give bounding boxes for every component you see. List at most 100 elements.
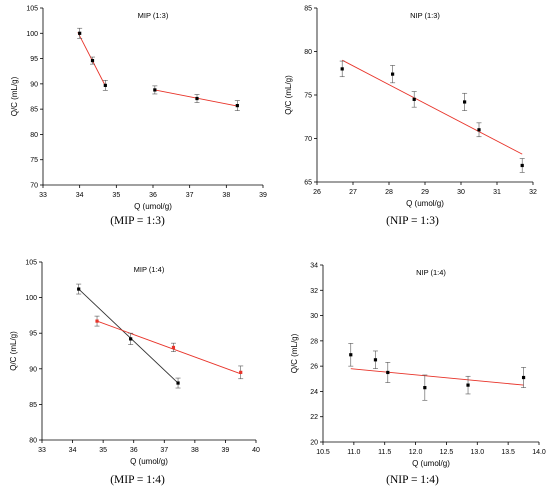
- x-tick-label: 13.5: [501, 449, 515, 456]
- data-point: [239, 370, 243, 374]
- fit-line: [96, 320, 241, 375]
- data-point: [477, 128, 481, 132]
- y-tick-label: 100: [26, 31, 38, 38]
- x-tick-label: 14.0: [532, 449, 546, 456]
- x-tick-label: 38: [191, 447, 199, 454]
- data-point: [466, 383, 470, 387]
- data-point: [463, 100, 467, 104]
- chart-svg-nip-1-4: 10.5 11.0 11.5 12.0 12.5 13.0 13.5 14.0 20 22 24 26…: [290, 263, 546, 469]
- x-axis-title: Q (umol/g): [406, 199, 444, 208]
- y-tick-label: 70: [30, 183, 38, 190]
- x-tick-label: 28: [385, 189, 393, 196]
- y-tick-label: 65: [304, 180, 312, 187]
- data-point: [90, 58, 95, 63]
- y-tick-label: 80: [29, 438, 37, 445]
- data-point: [195, 96, 199, 101]
- data-point: [373, 358, 378, 362]
- x-tick-label: 40: [252, 447, 260, 454]
- chart-caption: (NIP = 1:3): [386, 215, 439, 227]
- y-tick-label: 85: [304, 6, 312, 13]
- data-point: [129, 337, 133, 341]
- y-axis-title: Q/C (mL/g): [284, 75, 293, 115]
- y-axis-title: Q/C (mL/g): [9, 331, 18, 371]
- x-tick-label: 37: [160, 447, 168, 454]
- chart-caption: (NIP = 1:4): [386, 474, 439, 486]
- x-tick-label: 33: [39, 192, 47, 199]
- chart-caption: (MIP = 1:4): [110, 474, 165, 486]
- x-tick-label: 31: [493, 189, 501, 196]
- y-tick-label: 85: [30, 107, 38, 114]
- y-axis-title: Q/C (mL/g): [10, 76, 19, 116]
- data-point: [520, 163, 524, 168]
- x-tick-label: 34: [76, 192, 84, 199]
- x-tick-label: 36: [149, 192, 157, 199]
- data-point: [95, 319, 99, 323]
- x-tick-label: 35: [112, 192, 120, 199]
- data-point: [349, 353, 353, 357]
- chart-title: NIP (1:4): [416, 268, 446, 277]
- chart-panel-mip-1-4: 33 34 35 36 37 38 39 40 80 85 90 95 100 105 Q (umol/g)…: [0, 247, 275, 494]
- y-tick-label: 75: [304, 93, 312, 100]
- data-point: [340, 67, 344, 71]
- x-axis-title: Q (umol/g): [134, 202, 172, 211]
- x-tick-label: 11.0: [347, 449, 360, 456]
- data-point: [78, 31, 82, 35]
- y-tick-label: 34: [310, 263, 318, 270]
- chart-svg-nip-1-3: 26 27 28 29 30 31 32 65 70 75 80 85 Q (umol/g) Q/C (m…: [284, 6, 537, 209]
- chart-svg-mip-1-3: 33 34 35 36 37 38 39 70 75 80 85 90 95 100 105 Q (umol/…: [10, 6, 267, 212]
- y-tick-label: 22: [310, 414, 318, 421]
- x-tick-label: 35: [99, 447, 107, 454]
- chart-caption: (MIP = 1:3): [110, 215, 165, 227]
- y-tick-label: 105: [25, 260, 37, 267]
- y-tick-label: 20: [310, 440, 318, 447]
- data-point: [423, 386, 427, 390]
- data-point: [103, 83, 107, 87]
- x-tick-label: 37: [186, 192, 194, 199]
- y-tick-label: 90: [30, 81, 38, 88]
- x-tick-label: 12.5: [440, 449, 454, 456]
- y-tick-label: 30: [310, 313, 318, 320]
- data-point: [77, 287, 81, 291]
- fit-line: [78, 288, 179, 384]
- y-tick-label: 95: [29, 331, 37, 338]
- y-tick-label: 80: [304, 49, 312, 56]
- data-point: [391, 72, 395, 76]
- fit-line: [341, 59, 523, 155]
- y-tick-label: 75: [30, 157, 38, 164]
- chart-panel-nip-1-3: 26 27 28 29 30 31 32 65 70 75 80 85 Q (umol/g) Q/C (m…: [275, 0, 550, 247]
- y-tick-label: 32: [310, 288, 318, 295]
- y-axis-title: Q/C (mL/g): [290, 333, 299, 373]
- y-tick-label: 100: [25, 295, 37, 302]
- y-tick-label: 80: [30, 132, 38, 139]
- data-point: [386, 370, 390, 375]
- data-point: [235, 104, 239, 108]
- data-point: [412, 97, 416, 101]
- chart-svg-mip-1-4: 33 34 35 36 37 38 39 40 80 85 90 95 100 105 Q (umol/g)…: [9, 260, 260, 467]
- data-point: [153, 88, 157, 92]
- data-point: [176, 381, 180, 385]
- x-tick-label: 32: [529, 189, 537, 196]
- x-tick-label: 36: [130, 447, 138, 454]
- x-tick-label: 11.5: [378, 449, 391, 456]
- x-tick-label: 33: [38, 447, 46, 454]
- y-tick-label: 105: [26, 6, 38, 13]
- x-tick-label: 34: [69, 447, 77, 454]
- y-tick-label: 90: [29, 366, 37, 373]
- x-tick-label: 13.0: [470, 449, 484, 456]
- chart-title: MIP (1:3): [138, 11, 169, 20]
- y-tick-label: 26: [310, 364, 318, 371]
- chart-panel-mip-1-3: 33 34 35 36 37 38 39 70 75 80 85 90 95 100 105 Q (umol/…: [0, 0, 275, 247]
- x-tick-label: 39: [259, 192, 267, 199]
- fit-line: [350, 368, 524, 386]
- x-tick-label: 27: [349, 189, 357, 196]
- data-point: [171, 345, 176, 350]
- y-tick-label: 24: [310, 389, 318, 396]
- x-tick-label: 29: [421, 189, 429, 196]
- x-tick-label: 38: [222, 192, 230, 199]
- y-tick-label: 85: [29, 402, 37, 409]
- x-axis-title: Q (umol/g): [412, 459, 450, 468]
- x-tick-label: 10.5: [316, 449, 330, 456]
- chart-title: NIP (1:3): [410, 11, 440, 20]
- x-axis-title: Q (umol/g): [130, 457, 168, 466]
- y-tick-label: 70: [304, 136, 312, 143]
